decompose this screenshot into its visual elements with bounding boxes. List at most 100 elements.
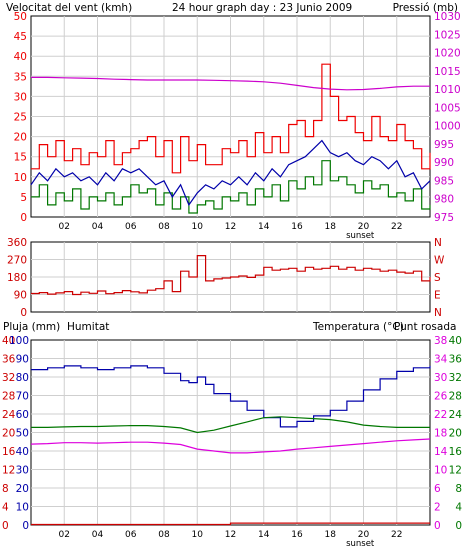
temperature-y-tick: 24 <box>449 409 463 421</box>
wind-pressure-x-tick: 06 <box>125 222 137 232</box>
wind-y-tick: 40 <box>14 51 27 63</box>
temperature-y-tick: 40 <box>449 335 462 347</box>
temperature-y-tick: 12 <box>449 465 462 477</box>
humidity-temperature-panel: 0481216202428323640010203040506070809010… <box>2 335 462 549</box>
humidity-y-tick: 80 <box>16 372 29 384</box>
dewpoint-y-tick: 18 <box>434 428 447 440</box>
rain-y-tick: 4 <box>2 502 9 514</box>
series-pressure <box>31 76 430 91</box>
wind-pressure-x-tick: 16 <box>291 222 303 232</box>
humidity-y-tick: 70 <box>16 391 29 403</box>
temperature-y-tick: 36 <box>449 354 463 366</box>
temperature-y-tick: 16 <box>449 446 463 458</box>
series-direction <box>31 255 431 296</box>
humidity-temp-x-tick: 04 <box>92 530 104 540</box>
humidity-y-tick: 100 <box>9 335 29 347</box>
dewpoint-y-tick: 26 <box>434 391 448 403</box>
wind-y-tick: 30 <box>14 91 27 103</box>
wind-y-tick: 10 <box>14 172 27 184</box>
humidity-temp-x-tick: 06 <box>125 530 137 540</box>
compass-label: W <box>434 255 445 267</box>
humidity-y-tick: 50 <box>16 428 29 440</box>
wind-y-tick: 45 <box>14 31 27 43</box>
wind-pressure-x-tick: 02 <box>59 222 70 232</box>
humidity-temp-x-tick: 22 <box>391 530 402 540</box>
series-gust <box>31 63 431 174</box>
wind-y-tick: 35 <box>14 71 27 83</box>
wind-y-tick: 5 <box>20 192 27 204</box>
temperature-y-tick: 32 <box>449 372 462 384</box>
humidity-temp-x-tick: 12 <box>225 530 236 540</box>
humidity-y-tick: 30 <box>16 465 29 477</box>
humidity-temp-x-tick: 02 <box>59 530 70 540</box>
humidity-temp-x-tick: 20 <box>358 530 370 540</box>
wind-axis-title: Velocitat del vent (kmh) <box>6 2 132 14</box>
wind-y-tick: 15 <box>14 152 27 164</box>
direction-y-tick: 180 <box>7 272 27 284</box>
temperature-y-tick: 20 <box>449 428 462 440</box>
humidity-temp-x-tick: 08 <box>158 530 170 540</box>
dewpoint-y-tick: 2 <box>434 502 441 514</box>
wind-pressure-panel: 0 5 10 15 20 25 30 35 40 45 50 975 980 985 990 995 1000 1… <box>14 11 461 241</box>
dewpoint-y-tick: 34 <box>434 354 448 366</box>
humidity-y-tick: 40 <box>16 446 29 458</box>
wind-y-tick: 50 <box>14 11 27 23</box>
dewpoint-y-tick: 22 <box>434 409 447 421</box>
direction-y-tick: 270 <box>7 255 27 267</box>
dewpoint-y-tick: 38 <box>434 335 447 347</box>
pressure-y-tick: 1020 <box>434 48 461 60</box>
series-avg_wind <box>30 139 431 207</box>
humidity-temp-x-tick: 16 <box>291 530 303 540</box>
temperature-y-tick: 8 <box>455 483 462 495</box>
rain-y-tick: 32 <box>2 372 15 384</box>
pressure-axis-title: Pressió (mb) <box>393 2 458 14</box>
humidity-y-tick: 60 <box>16 409 29 421</box>
pressure-y-tick: 1005 <box>434 102 461 114</box>
wind-pressure-sunset-label: sunset <box>346 231 375 241</box>
rain-y-tick: 28 <box>2 391 15 403</box>
temperature-y-tick: 28 <box>449 391 462 403</box>
pressure-y-tick: 1010 <box>434 84 461 96</box>
pressure-y-tick: 1030 <box>434 11 461 23</box>
pressure-y-tick: 985 <box>434 175 454 187</box>
graph-title: 24 hour graph day : 23 Junio 2009 <box>172 2 352 14</box>
compass-label: E <box>434 290 441 302</box>
wind-y-tick: 20 <box>14 132 27 144</box>
compass-label: N <box>434 307 442 319</box>
humidity-y-tick: 20 <box>16 483 29 495</box>
humidity-temp-x-tick: 18 <box>325 530 337 540</box>
humidity-y-tick: 0 <box>22 520 29 532</box>
pressure-y-tick: 975 <box>434 212 454 224</box>
pressure-y-tick: 980 <box>434 194 454 206</box>
direction-y-tick: 0 <box>20 307 27 319</box>
humidity-y-tick: 90 <box>16 354 29 366</box>
wind-pressure-x-tick: 04 <box>92 222 104 232</box>
rain-y-tick: 20 <box>2 428 15 440</box>
pressure-y-tick: 995 <box>434 139 454 151</box>
dewpoint-y-tick: 6 <box>434 483 441 495</box>
series-gust_low <box>31 160 431 214</box>
rain-y-tick: 0 <box>2 520 9 532</box>
rain-y-tick: 36 <box>2 354 16 366</box>
dewpoint-y-tick: 14 <box>434 446 448 458</box>
wind-y-tick: 0 <box>20 212 27 224</box>
rain-y-tick: 24 <box>2 409 16 421</box>
humidity-temp-x-tick: 10 <box>192 530 204 540</box>
wind-y-tick: 25 <box>14 112 27 124</box>
compass-label: S <box>434 272 441 284</box>
wind-pressure-x-tick: 12 <box>225 222 236 232</box>
series-temperature <box>31 416 430 434</box>
wind-pressure-x-tick: 10 <box>192 222 204 232</box>
dewpoint-axis-title: Punt rosada <box>394 321 456 333</box>
rain-y-tick: 12 <box>2 465 15 477</box>
wind-pressure-x-tick: 14 <box>258 222 270 232</box>
wind-pressure-x-tick: 22 <box>391 222 402 232</box>
rain-y-tick: 8 <box>2 483 9 495</box>
pressure-y-tick: 990 <box>434 157 454 169</box>
humidity-y-tick: 10 <box>16 502 29 514</box>
rain-axis-title: Pluja (mm) <box>3 321 60 333</box>
series-humidity <box>31 365 431 428</box>
series-rain <box>31 522 430 526</box>
pressure-y-tick: 1000 <box>434 121 461 133</box>
